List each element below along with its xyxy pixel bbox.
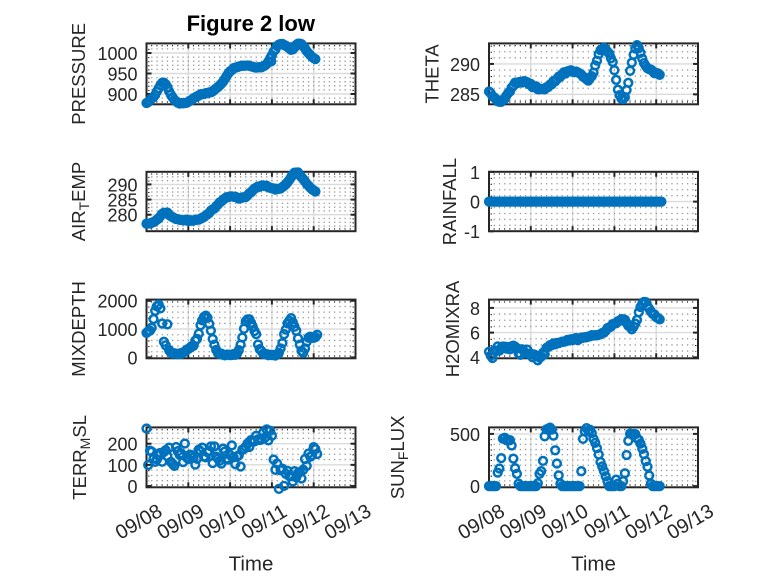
svg-text:950: 950 <box>107 64 137 84</box>
svg-text:500: 500 <box>450 425 480 445</box>
svg-text:200: 200 <box>107 435 137 455</box>
svg-text:SUNFLUX: SUNFLUX <box>387 416 411 500</box>
svg-text:290: 290 <box>450 55 480 75</box>
svg-text:2000: 2000 <box>97 292 137 312</box>
svg-text:Time: Time <box>229 553 274 576</box>
svg-text:900: 900 <box>107 85 137 105</box>
svg-text:PRESSURE: PRESSURE <box>68 23 89 125</box>
svg-text:-1: -1 <box>464 222 480 242</box>
svg-text:1000: 1000 <box>97 320 137 340</box>
svg-text:Time: Time <box>571 553 616 576</box>
svg-text:100: 100 <box>107 456 137 476</box>
svg-text:1: 1 <box>470 163 480 183</box>
svg-text:285: 285 <box>107 190 137 210</box>
svg-text:0: 0 <box>470 193 480 213</box>
svg-text:AIRTEMP: AIRTEMP <box>68 162 92 242</box>
svg-text:H2OMIXRA: H2OMIXRA <box>442 280 463 377</box>
svg-text:290: 290 <box>107 175 137 195</box>
svg-text:RAINFALL: RAINFALL <box>439 158 460 245</box>
svg-text:THETA: THETA <box>421 44 442 104</box>
svg-text:0: 0 <box>127 477 137 497</box>
svg-text:285: 285 <box>450 85 480 105</box>
svg-text:0: 0 <box>127 348 137 368</box>
svg-text:4: 4 <box>470 348 480 368</box>
svg-text:1000: 1000 <box>97 44 137 64</box>
svg-text:8: 8 <box>470 299 480 319</box>
svg-text:Figure 2 low: Figure 2 low <box>187 11 316 36</box>
svg-text:280: 280 <box>107 206 137 226</box>
svg-text:0: 0 <box>470 477 480 497</box>
svg-text:TERRMSL: TERRMSL <box>69 415 93 500</box>
svg-text:6: 6 <box>470 324 480 344</box>
svg-text:MIXDEPTH: MIXDEPTH <box>68 281 89 377</box>
